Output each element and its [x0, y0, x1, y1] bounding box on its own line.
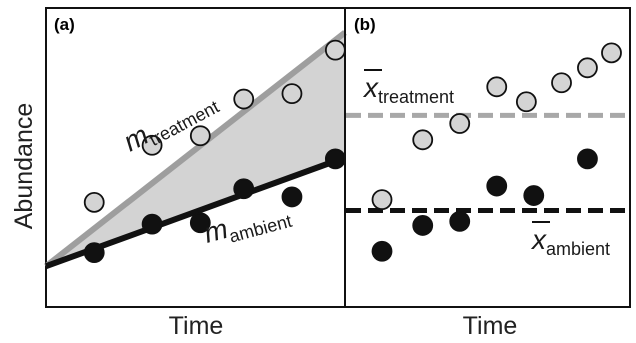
- point-b-ambient-4: [523, 185, 545, 206]
- annotation-m-ambient-sub: ambient: [227, 211, 294, 247]
- point-a-treatment-0: [83, 191, 105, 213]
- point-b-treatment-3: [486, 76, 508, 98]
- point-b-treatment-5: [551, 72, 572, 94]
- annotation-xbar-ambient: xambient: [530, 224, 610, 259]
- point-b-ambient-2: [449, 210, 471, 232]
- point-a-treatment-2: [189, 125, 211, 147]
- point-a-ambient-2: [189, 212, 211, 234]
- annotation-xbar-ambient-sub: ambient: [546, 239, 610, 259]
- panel-a-marks: [44, 30, 347, 270]
- annotation-xbar-treatment-main: x: [362, 72, 379, 103]
- panel-b-marks: [346, 42, 629, 262]
- point-a-ambient-4: [281, 186, 303, 208]
- panel-b-label: (b): [354, 15, 376, 34]
- point-b-ambient-3: [486, 175, 508, 197]
- point-a-ambient-1: [141, 213, 163, 235]
- x-axis-label-a: Time: [169, 312, 224, 340]
- point-b-ambient-5: [577, 148, 598, 170]
- point-a-treatment-5: [324, 39, 346, 61]
- annotation-xbar-ambient-main: x: [530, 224, 547, 255]
- panel-a: (a) Time mtreatment mambient: [44, 7, 347, 340]
- point-a-treatment-1: [141, 134, 163, 156]
- regression-line-treatment: [44, 30, 347, 269]
- point-a-ambient-0: [83, 242, 105, 264]
- point-b-treatment-0: [371, 189, 393, 211]
- panel-b-frame: [344, 7, 631, 308]
- point-b-treatment-1: [412, 129, 434, 151]
- point-b-treatment-4: [515, 91, 537, 113]
- point-a-ambient-5: [324, 148, 346, 170]
- x-axis-label-b: Time: [463, 312, 518, 340]
- point-a-treatment-3: [233, 88, 255, 110]
- point-b-treatment-7: [601, 42, 622, 64]
- point-b-ambient-1: [412, 215, 434, 236]
- panel-b: (b) Time xtreatment xambient: [344, 7, 631, 340]
- y-axis-label: Abundance: [10, 103, 38, 230]
- point-b-treatment-2: [449, 113, 471, 134]
- annotation-m-ambient-main: m: [201, 213, 232, 249]
- annotation-xbar-treatment: xtreatment: [362, 72, 454, 107]
- point-a-ambient-3: [233, 178, 255, 200]
- point-b-ambient-0: [371, 240, 393, 262]
- annotation-xbar-treatment-sub: treatment: [378, 87, 454, 107]
- panel-a-label: (a): [54, 15, 75, 34]
- point-b-treatment-6: [577, 57, 598, 79]
- point-a-treatment-4: [281, 83, 303, 105]
